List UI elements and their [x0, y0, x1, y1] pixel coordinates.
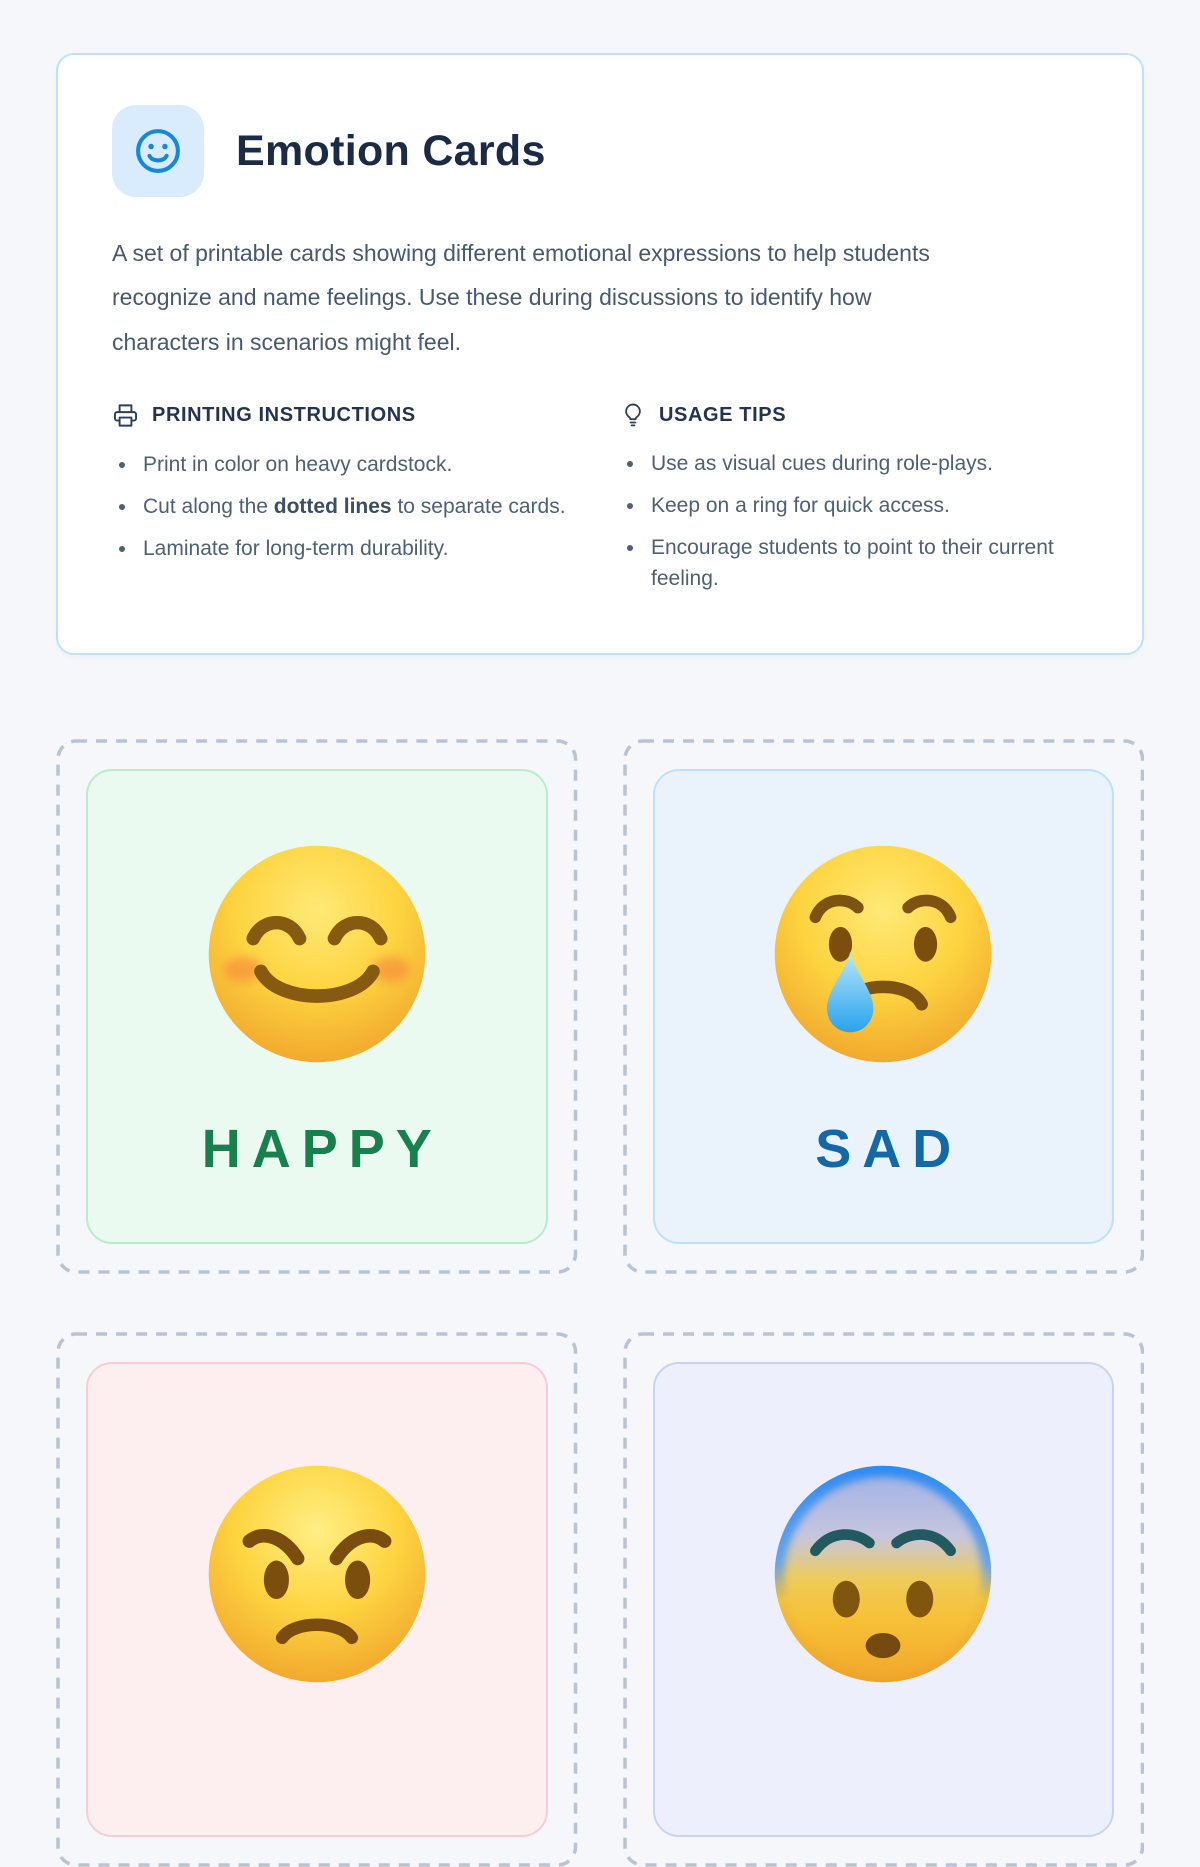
list-item: Print in color on heavy cardstock.	[138, 449, 580, 480]
list-item: Encourage students to point to their cur…	[646, 532, 1088, 594]
dotted-cut-line	[56, 739, 578, 1274]
title-row: Emotion Cards	[112, 105, 1088, 197]
smiley-icon	[136, 129, 180, 173]
info-sections: PRINTING INSTRUCTIONS Print in color on …	[112, 402, 1088, 605]
printing-instructions-section: PRINTING INSTRUCTIONS Print in color on …	[112, 402, 580, 605]
fearful-face-emoji	[774, 1465, 992, 1682]
usage-tips-list: Use as visual cues during role-plays. Kee…	[620, 448, 1088, 594]
printing-instructions-header: PRINTING INSTRUCTIONS	[112, 402, 580, 429]
list-item: Keep on a ring for quick access.	[646, 490, 1088, 521]
list-item: Use as visual cues during role-plays.	[646, 448, 1088, 479]
resource-header-card: Emotion Cards A set of printable cards s…	[56, 53, 1144, 655]
smiley-icon-tile	[112, 105, 204, 197]
usage-tips-section: USAGE TIPS Use as visual cues during rol…	[620, 402, 1088, 605]
card-label: SAD	[815, 1118, 963, 1179]
smiling-face-emoji	[208, 845, 426, 1062]
section-title: USAGE TIPS	[659, 403, 787, 426]
printing-instructions-list: Print in color on heavy cardstock. Cut al…	[112, 449, 580, 564]
angry-face-emoji	[208, 1465, 426, 1682]
resource-description: A set of printable cards showing differe…	[112, 240, 930, 355]
list-item: Cut along the dotted lines to separate c…	[138, 491, 580, 522]
list-item: Laminate for long-term durability.	[138, 533, 580, 564]
emotion-card-happy: HAPPY	[86, 769, 548, 1244]
dotted-cut-line	[622, 739, 1144, 1274]
card-label: HAPPY	[201, 1118, 443, 1179]
usage-tips-header: USAGE TIPS	[620, 402, 1088, 428]
page-title: Emotion Cards	[236, 126, 546, 175]
printer-icon	[114, 404, 137, 427]
emotion-card-sad: SAD	[652, 769, 1114, 1244]
cut-out-card-happy: HAPPY	[56, 739, 578, 1274]
section-title: PRINTING INSTRUCTIONS	[152, 404, 416, 427]
cut-out-card-sad: SAD	[622, 739, 1145, 1274]
lightbulb-icon	[625, 403, 641, 427]
emotion-cards-grid: HAPPY	[56, 739, 1144, 1867]
crying-face-emoji	[774, 845, 992, 1062]
